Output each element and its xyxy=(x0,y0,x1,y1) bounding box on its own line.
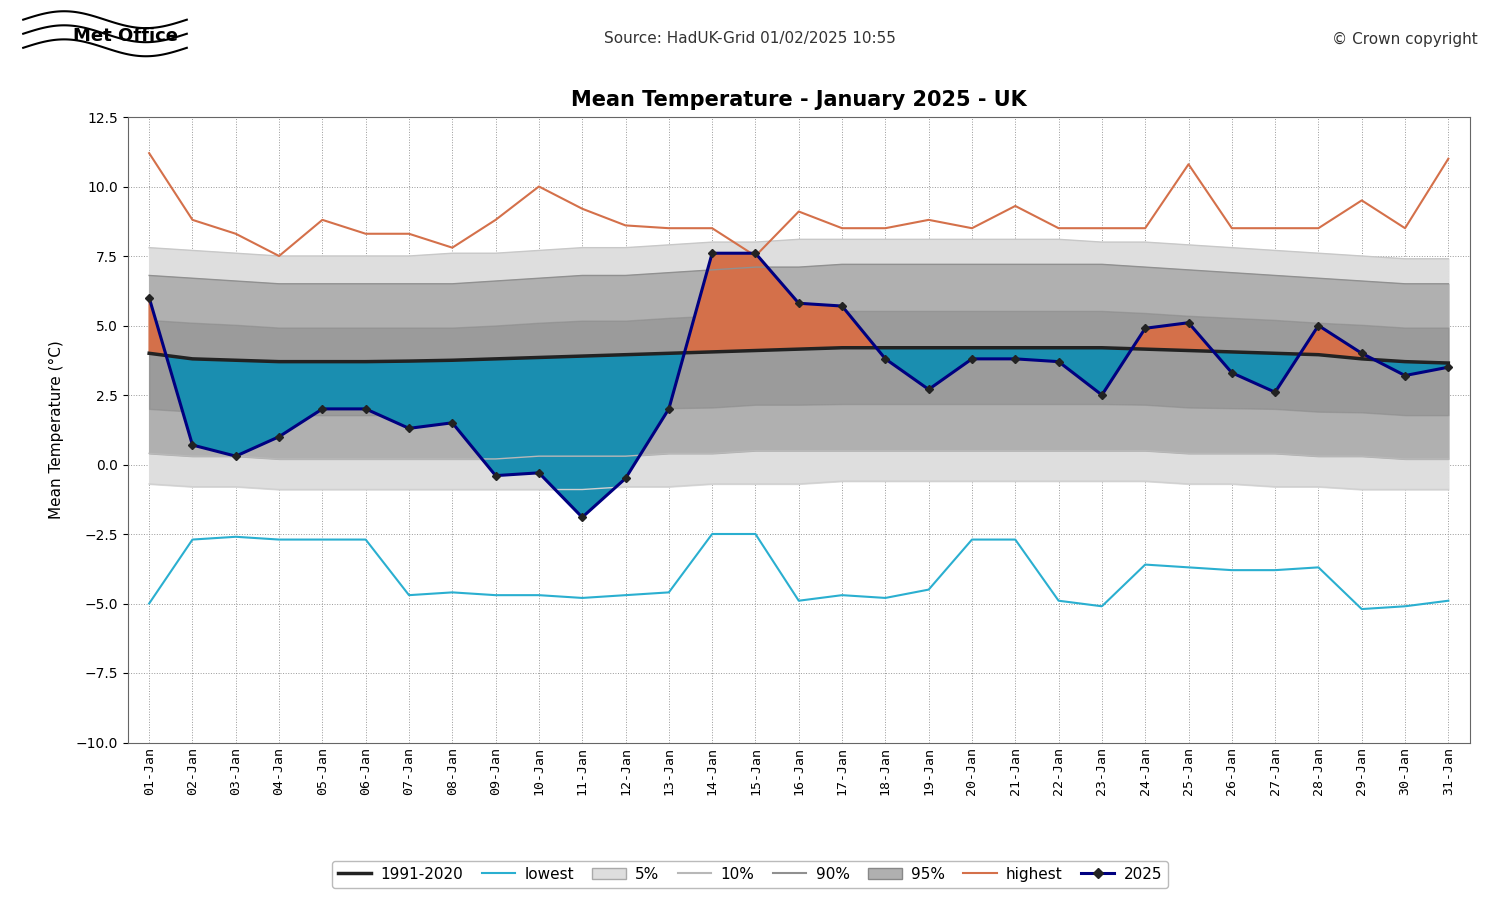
Text: Source: HadUK-Grid 01/02/2025 10:55: Source: HadUK-Grid 01/02/2025 10:55 xyxy=(604,32,896,47)
Y-axis label: Mean Temperature (°C): Mean Temperature (°C) xyxy=(50,340,64,519)
Text: © Crown copyright: © Crown copyright xyxy=(1332,32,1478,47)
Title: Mean Temperature - January 2025 - UK: Mean Temperature - January 2025 - UK xyxy=(572,90,1026,110)
Legend: 1991-2020, lowest, 5%, 10%, 90%, 95%, highest, 2025: 1991-2020, lowest, 5%, 10%, 90%, 95%, hi… xyxy=(332,860,1168,888)
Text: Met Office: Met Office xyxy=(72,27,177,45)
